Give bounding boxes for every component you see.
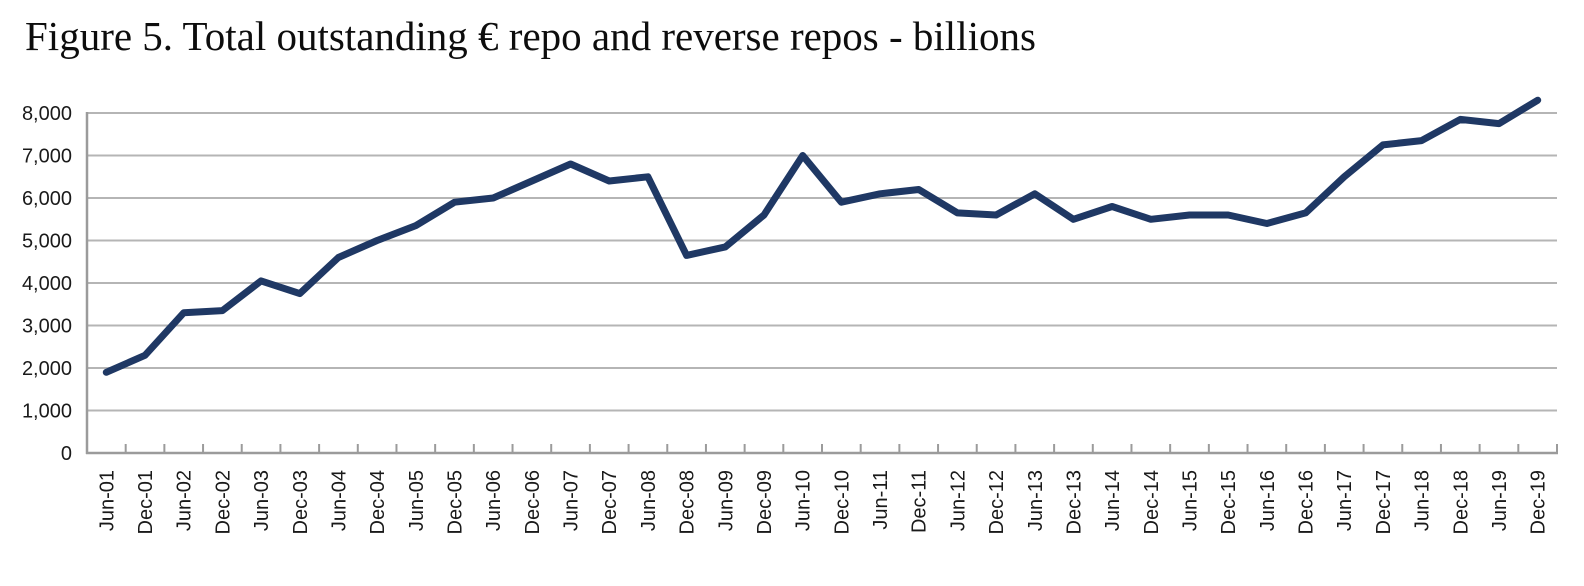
x-axis-label: Jun-18 [1412, 470, 1434, 531]
x-axis-label: Jun-01 [96, 470, 118, 531]
repo-series-line [102, 96, 1542, 376]
x-axis-label: Jun-10 [793, 470, 815, 531]
x-axis-label: Dec-05 [445, 470, 467, 534]
x-axis-label: Dec-10 [831, 470, 853, 534]
x-axis-label: Dec-16 [1296, 470, 1318, 534]
x-axis-label: Jun-07 [561, 470, 583, 531]
y-axis-label: 8,000 [22, 103, 72, 125]
x-axis-label: Dec-02 [212, 470, 234, 534]
y-axis-label: 7,000 [22, 146, 72, 168]
x-axis-label: Dec-06 [522, 470, 544, 534]
x-axis-label: Dec-09 [754, 470, 776, 534]
y-axis-label: 0 [61, 443, 72, 465]
x-axis-label: Dec-03 [290, 470, 312, 534]
x-axis-label: Jun-13 [1025, 470, 1047, 531]
x-axis-label: Jun-19 [1489, 470, 1511, 531]
y-axis-label: 2,000 [22, 358, 72, 380]
x-axis-label: Dec-18 [1450, 470, 1472, 534]
y-axis-label: 6,000 [22, 188, 72, 210]
x-axis-label: Jun-02 [174, 470, 196, 531]
y-axis-label: 1,000 [22, 401, 72, 423]
x-axis-label: Dec-01 [135, 470, 157, 534]
x-axis-label: Jun-11 [870, 470, 892, 530]
x-axis-label: Dec-17 [1373, 470, 1395, 534]
x-axis-label: Jun-15 [1180, 470, 1202, 531]
x-axis-label: Jun-12 [947, 470, 969, 531]
x-axis-label: Dec-14 [1141, 470, 1163, 534]
y-axis-label: 3,000 [22, 316, 72, 338]
x-axis-label: Dec-08 [677, 470, 699, 534]
x-axis-label: Dec-12 [986, 470, 1008, 534]
x-axis-label: Jun-03 [251, 470, 273, 531]
x-axis-label: Jun-09 [715, 470, 737, 531]
x-axis-label: Jun-17 [1334, 470, 1356, 531]
x-axis-label: Jun-08 [638, 470, 660, 531]
x-axis-label: Dec-07 [599, 470, 621, 534]
x-axis-label: Dec-15 [1218, 470, 1240, 534]
x-axis-label: Dec-19 [1528, 470, 1550, 534]
x-axis-label: Jun-06 [483, 470, 505, 531]
x-axis-label: Jun-05 [406, 470, 428, 531]
x-axis-label: Jun-14 [1102, 470, 1124, 531]
x-axis-label: Jun-16 [1257, 470, 1279, 531]
y-axis-label: 5,000 [22, 231, 72, 253]
x-axis-label: Dec-04 [367, 470, 389, 534]
x-axis-label: Dec-13 [1063, 470, 1085, 534]
x-axis-label: Dec-11 [909, 470, 931, 533]
x-axis-label: Jun-04 [328, 470, 350, 531]
figure-title: Figure 5. Total outstanding € repo and r… [25, 13, 1036, 59]
y-axis-label: 4,000 [22, 273, 72, 295]
